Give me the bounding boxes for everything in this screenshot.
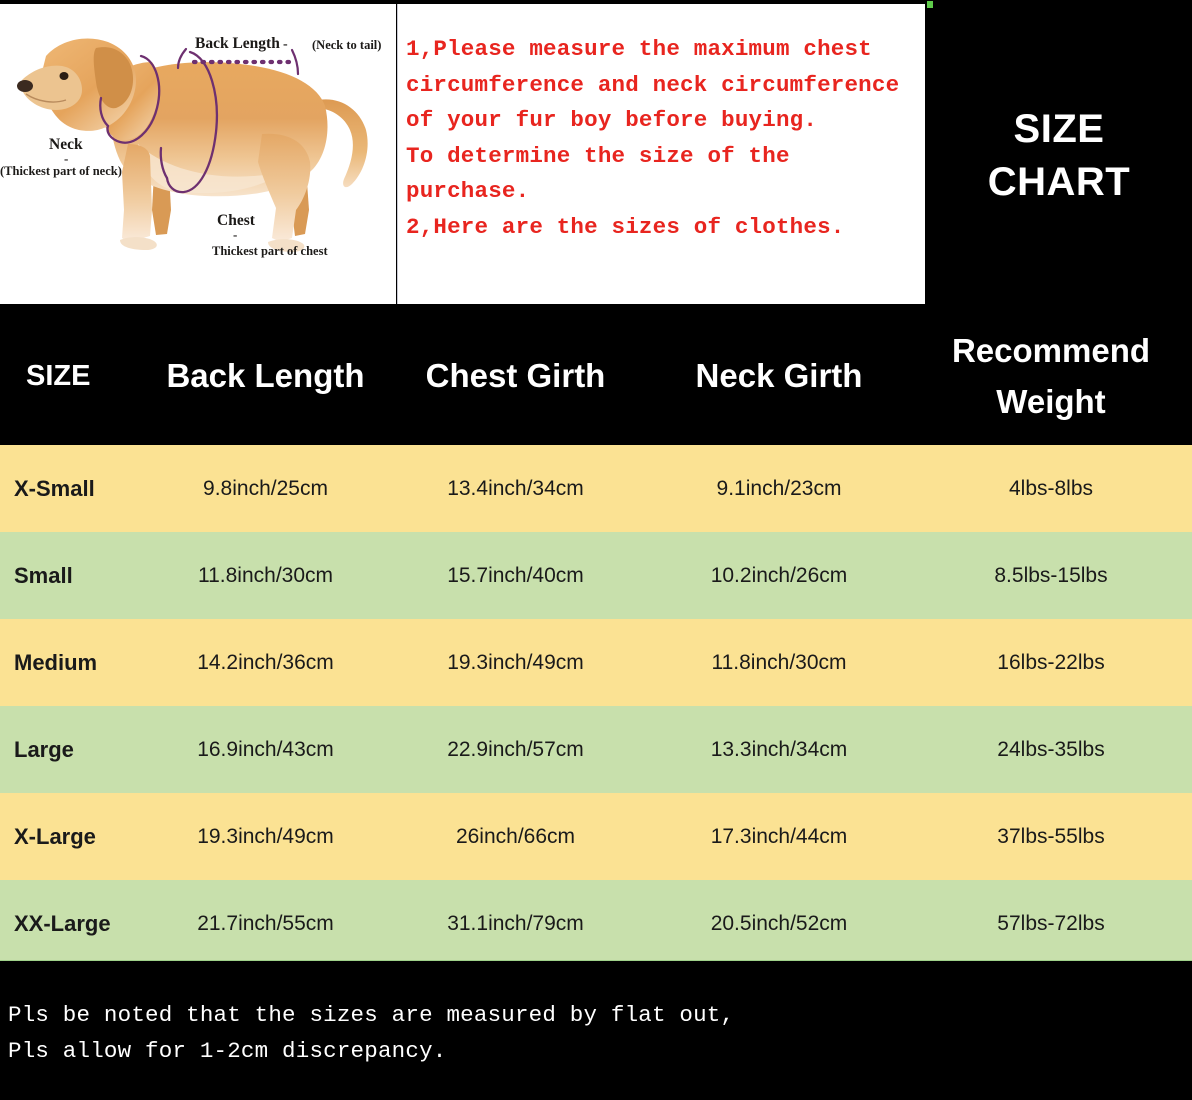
cell-size: Medium [0, 619, 148, 706]
table-row: Large 16.9inch/43cm 22.9inch/57cm 13.3in… [0, 706, 1192, 793]
cell-back-length: 9.8inch/25cm [148, 445, 383, 532]
footer-band: Pls be noted that the sizes are measured… [0, 961, 1192, 1100]
instructions-panel: 1,Please measure the maximum chest circu… [397, 4, 925, 304]
column-header-size: SIZE [0, 307, 148, 445]
top-band: Back Length - (Neck to tail) Neck - (Thi… [0, 0, 1192, 307]
cell-neck-girth: 13.3inch/34cm [648, 706, 910, 793]
cell-size: Small [0, 532, 148, 619]
diagram-dash-chest: - [233, 227, 238, 242]
page-title-line2: CHART [987, 160, 1131, 204]
column-header-chest-girth: Chest Girth [383, 307, 648, 445]
diagram-label-chest: Chest [217, 212, 255, 229]
diagram-note-neck-to-tail: (Neck to tail) [312, 38, 382, 52]
dog-illustration-icon [17, 38, 368, 252]
green-artifact-speck [927, 1, 933, 8]
column-header-back-length: Back Length [148, 307, 383, 445]
cell-weight: 24lbs-35lbs [910, 706, 1192, 793]
diagram-label-back-length: Back Length [195, 35, 280, 52]
size-chart-table: SIZE Back Length Chest Girth Neck Girth … [0, 307, 1192, 967]
cell-chest-girth: 19.3inch/49cm [383, 619, 648, 706]
cell-weight: 37lbs-55lbs [910, 793, 1192, 880]
cell-size: Large [0, 706, 148, 793]
cell-weight: 4lbs-8lbs [910, 445, 1192, 532]
table-row: X-Large 19.3inch/49cm 26inch/66cm 17.3in… [0, 793, 1192, 880]
cell-chest-girth: 15.7inch/40cm [383, 532, 648, 619]
size-chart-title-panel: SIZE CHART [926, 0, 1192, 307]
footer-note: Pls be noted that the sizes are measured… [8, 1002, 735, 1064]
instructions-text: 1,Please measure the maximum chest circu… [406, 36, 900, 240]
cell-chest-girth: 26inch/66cm [383, 793, 648, 880]
diagram-dash-neck: - [64, 151, 69, 166]
page-title-line1: SIZE [1013, 107, 1105, 151]
cell-chest-girth: 22.9inch/57cm [383, 706, 648, 793]
cell-chest-girth: 13.4inch/34cm [383, 445, 648, 532]
table-row: Small 11.8inch/30cm 15.7inch/40cm 10.2in… [0, 532, 1192, 619]
column-header-recommend-weight: Recommend Weight [910, 307, 1192, 445]
table-row: XX-Large 21.7inch/55cm 31.1inch/79cm 20.… [0, 880, 1192, 967]
diagram-note-chest: Thickest part of chest [212, 244, 328, 258]
cell-neck-girth: 20.5inch/52cm [648, 880, 910, 967]
cell-back-length: 14.2inch/36cm [148, 619, 383, 706]
dog-measurement-diagram: Back Length - (Neck to tail) Neck - (Thi… [0, 4, 396, 304]
page-title: SIZE CHART [926, 103, 1192, 209]
cell-neck-girth: 10.2inch/26cm [648, 532, 910, 619]
cell-weight: 16lbs-22lbs [910, 619, 1192, 706]
cell-size: XX-Large [0, 880, 148, 967]
cell-back-length: 16.9inch/43cm [148, 706, 383, 793]
cell-back-length: 21.7inch/55cm [148, 880, 383, 967]
cell-weight: 57lbs-72lbs [910, 880, 1192, 967]
cell-back-length: 11.8inch/30cm [148, 532, 383, 619]
cell-size: X-Large [0, 793, 148, 880]
cell-weight: 8.5lbs-15lbs [910, 532, 1192, 619]
cell-size: X-Small [0, 445, 148, 532]
cell-neck-girth: 11.8inch/30cm [648, 619, 910, 706]
cell-neck-girth: 17.3inch/44cm [648, 793, 910, 880]
diagram-note-neck: (Thickest part of neck) [0, 164, 122, 178]
cell-chest-girth: 31.1inch/79cm [383, 880, 648, 967]
table-row: Medium 14.2inch/36cm 19.3inch/49cm 11.8i… [0, 619, 1192, 706]
table-header-row: SIZE Back Length Chest Girth Neck Girth … [0, 307, 1192, 445]
table-row: X-Small 9.8inch/25cm 13.4inch/34cm 9.1in… [0, 445, 1192, 532]
column-header-neck-girth: Neck Girth [648, 307, 910, 445]
diagram-label-neck: Neck [49, 136, 83, 153]
cell-neck-girth: 9.1inch/23cm [648, 445, 910, 532]
cell-back-length: 19.3inch/49cm [148, 793, 383, 880]
diagram-dash-back-length: - [283, 37, 288, 52]
